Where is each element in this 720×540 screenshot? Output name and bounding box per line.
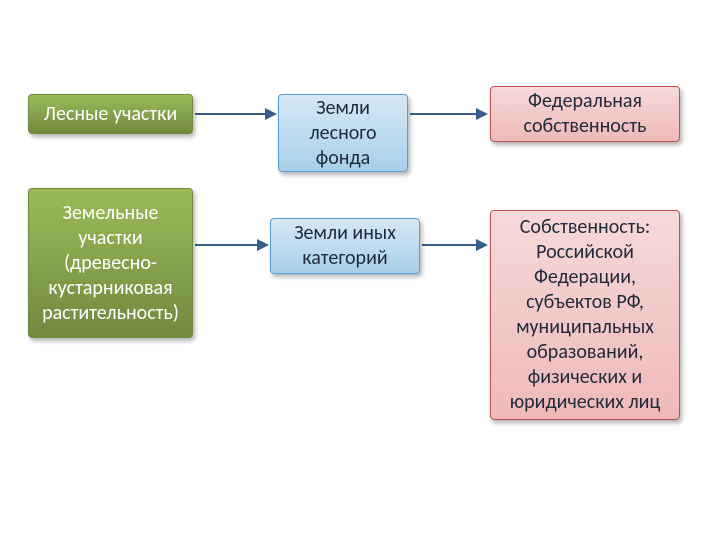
node-land-plots-shrub: Земельные участки (древесно-кустарникова… [28,188,193,338]
node-label: Земли иных категорий [279,221,411,271]
node-forest-fund-land: Земли лесного фонда [278,94,408,172]
node-label: Земельные участки (древесно-кустарникова… [37,201,184,326]
node-federal-property: Федеральная собственность [490,86,680,142]
node-label: Собственность: Российской Федерации, суб… [499,215,671,415]
node-other-category-land: Земли иных категорий [270,218,420,274]
node-ownership-list: Собственность: Российской Федерации, суб… [490,210,680,420]
node-label: Лесные участки [44,102,177,127]
node-label: Земли лесного фонда [287,96,399,171]
node-label: Федеральная собственность [499,89,671,139]
node-forest-plots: Лесные участки [28,94,193,134]
